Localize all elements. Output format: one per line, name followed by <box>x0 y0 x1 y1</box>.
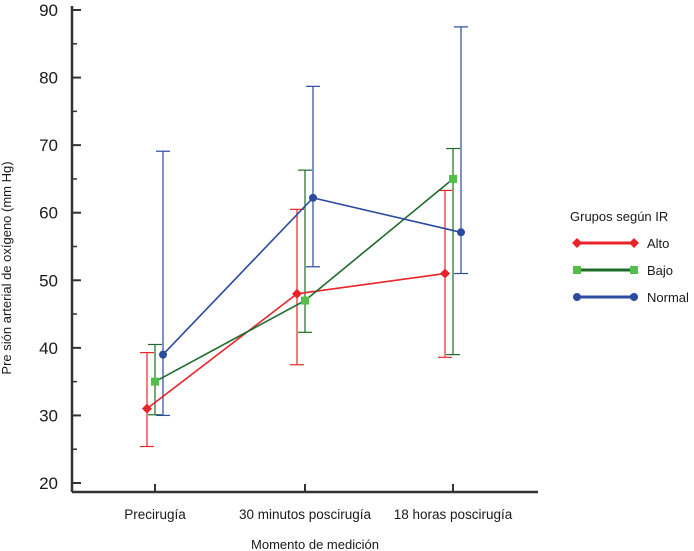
legend-label-bajo: Bajo <box>647 263 673 278</box>
legend-marker-bajo <box>630 266 638 274</box>
y-tick-label: 80 <box>39 69 58 88</box>
y-tick-label: 40 <box>39 339 58 358</box>
legend-title: Grupos según IR <box>570 209 668 224</box>
error-bars <box>140 26 468 448</box>
series-line-normal <box>162 196 462 356</box>
data-point-normal <box>457 228 465 237</box>
data-point-alto <box>292 288 302 299</box>
x-axis-title: Momento de medición <box>251 537 379 551</box>
data-point-alto <box>142 403 152 414</box>
y-tick-label: 50 <box>39 271 58 290</box>
legend-label-alto: Alto <box>647 236 669 251</box>
data-point-bajo <box>151 377 159 386</box>
series-lines <box>146 178 462 410</box>
legend: Grupos según IR Alto Bajo Normal <box>570 209 689 305</box>
legend-marker-alto <box>629 238 639 248</box>
x-tick-label: 30 minutos poscirugía <box>239 507 372 522</box>
y-tick-label: 60 <box>39 204 58 223</box>
series-markers <box>142 174 465 414</box>
x-tick-label: 18 horas poscirugía <box>394 507 513 522</box>
y-axis-title: Pre sión arterial de oxígeno (mm Hg) <box>0 161 14 374</box>
data-point-normal <box>309 193 317 202</box>
legend-marker-normal <box>573 293 581 301</box>
data-point-bajo <box>449 174 457 183</box>
data-point-bajo <box>301 296 309 305</box>
axes: 20 30 40 50 60 70 80 90 Precirugía 30 minutos pos… <box>39 1 538 522</box>
data-point-alto <box>440 268 450 279</box>
y-tick-label: 70 <box>39 136 58 155</box>
data-point-normal <box>159 350 167 359</box>
x-tick-label: Precirugía <box>124 507 186 522</box>
legend-marker-alto <box>572 238 582 248</box>
y-tick-label: 30 <box>39 406 58 425</box>
y-tick-label: 90 <box>39 1 58 20</box>
legend-marker-bajo <box>573 266 581 274</box>
legend-marker-normal <box>630 293 638 301</box>
y-tick-label: 20 <box>39 474 58 493</box>
legend-label-normal: Normal <box>647 290 689 305</box>
